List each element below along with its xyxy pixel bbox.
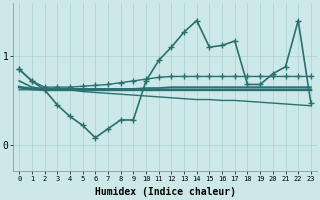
X-axis label: Humidex (Indice chaleur): Humidex (Indice chaleur) [94, 187, 236, 197]
